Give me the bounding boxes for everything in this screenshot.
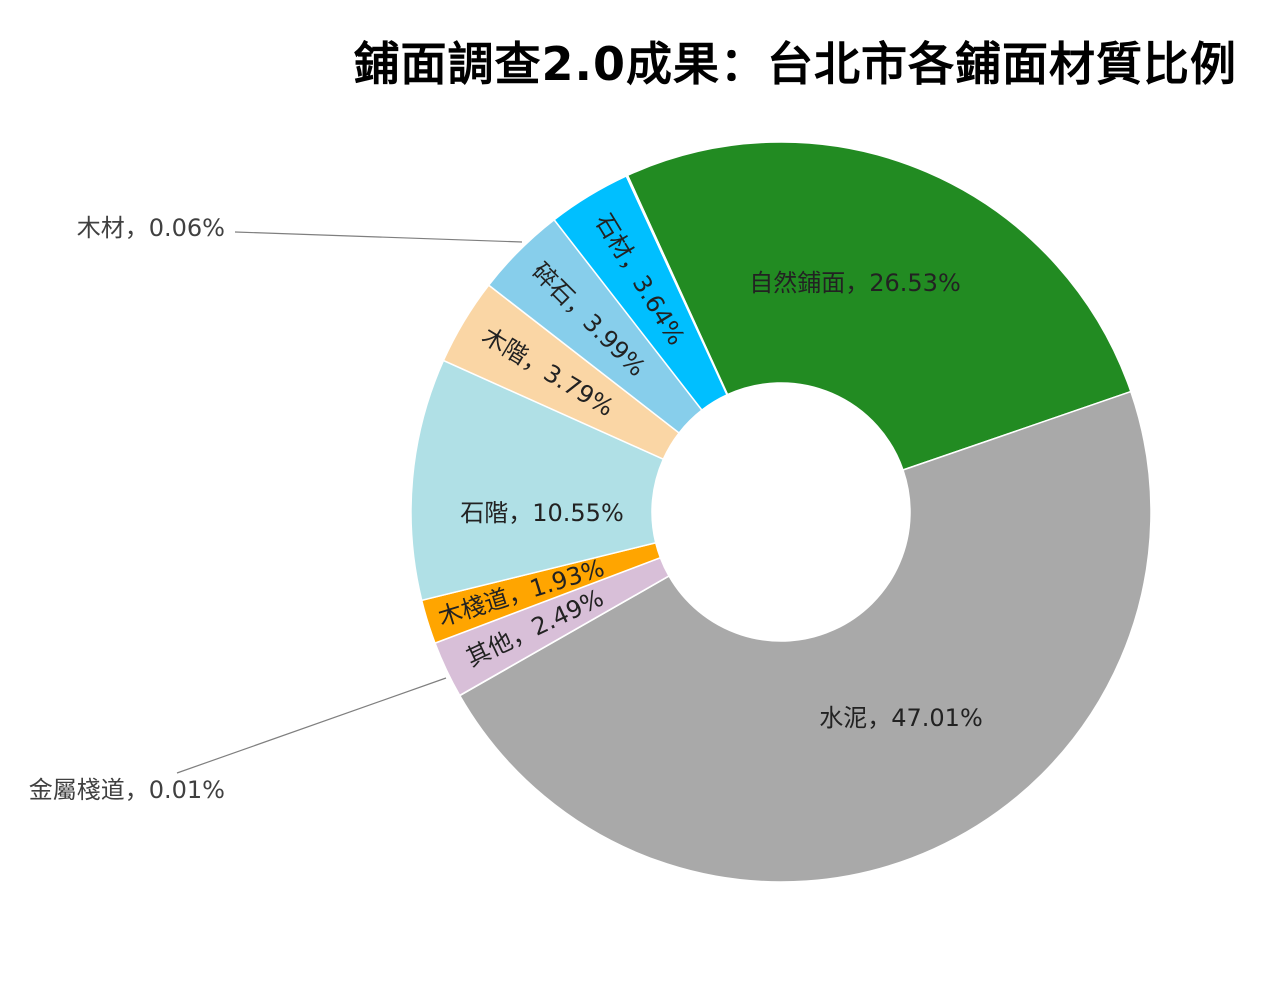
slice-自然鋪面	[626, 141, 1132, 471]
slice-label-自然鋪面: 自然鋪面，26.53%	[749, 269, 961, 297]
chart-title: 鋪面調查2.0成果：台北市各鋪面材質比例	[353, 37, 1237, 91]
slice-水泥	[458, 390, 1152, 883]
slice-石階	[410, 359, 665, 602]
slice-label-石階: 石階，10.55%	[460, 499, 624, 527]
slices-layer	[410, 141, 1152, 883]
leader-line-木材	[234, 231, 523, 243]
slice-label-木材: 木材，0.06%	[77, 214, 225, 242]
slice-label-金屬棧道: 金屬棧道，0.01%	[29, 776, 225, 804]
slice-木材	[625, 174, 729, 396]
leader-line-金屬棧道	[176, 677, 447, 774]
leader-lines-layer	[176, 231, 523, 774]
slice-label-水泥: 水泥，47.01%	[819, 704, 983, 732]
